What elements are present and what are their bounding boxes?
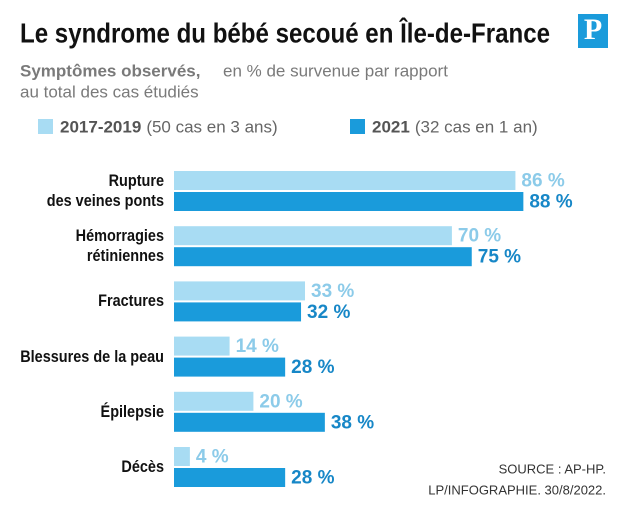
chart-title: Le syndrome du bébé secoué en Île-de-Fra…	[20, 17, 550, 48]
bar	[174, 247, 472, 267]
logo: P	[584, 13, 602, 46]
category-label: Décès	[121, 457, 164, 476]
subtitle: au total des cas étudiés	[20, 82, 199, 101]
value-label: 38 %	[331, 412, 374, 433]
bar	[174, 412, 325, 432]
bar	[174, 226, 452, 246]
category-label: Épilepsie	[100, 401, 164, 421]
bar	[174, 171, 516, 190]
bar	[174, 391, 254, 411]
bar	[174, 281, 306, 301]
legend-swatch	[350, 119, 365, 134]
category-label: Hémorragies rétiniennes	[75, 226, 164, 266]
value-label: 86 %	[521, 171, 564, 192]
category-label: Fractures	[98, 291, 164, 311]
value-label: 14 %	[236, 336, 279, 357]
value-label: 20 %	[259, 391, 302, 412]
bar	[174, 468, 286, 487]
legend-note: (50 cas en 3 ans)	[146, 117, 277, 136]
bar	[174, 357, 286, 377]
bar	[174, 336, 230, 356]
source: LP/INFOGRAPHIE. 30/8/2022.	[428, 482, 606, 497]
legend-label: 2021	[372, 117, 410, 136]
source: SOURCE : AP-HP.	[499, 461, 606, 476]
category-label: Rupture des veines ponts	[46, 171, 164, 210]
subtitle-lead: Symptômes observés,	[20, 61, 200, 80]
subtitle: en % de survenue par rapport	[223, 61, 448, 80]
bar	[174, 192, 524, 211]
value-label: 4 %	[196, 447, 229, 468]
bar	[174, 447, 190, 466]
logo-box	[578, 14, 608, 48]
value-label: 28 %	[291, 468, 334, 489]
legend-note: (32 cas en 1 an)	[415, 117, 538, 136]
value-label: 75 %	[478, 247, 521, 268]
value-label: 28 %	[291, 357, 334, 378]
bar	[174, 302, 302, 322]
value-label: 88 %	[529, 192, 572, 213]
legend-swatch	[38, 119, 53, 134]
value-label: 32 %	[307, 302, 350, 323]
legend-label: 2017-2019	[60, 117, 141, 136]
value-label: 70 %	[458, 226, 501, 247]
category-label: Blessures de la peau	[20, 346, 164, 366]
value-label: 33 %	[311, 281, 354, 302]
